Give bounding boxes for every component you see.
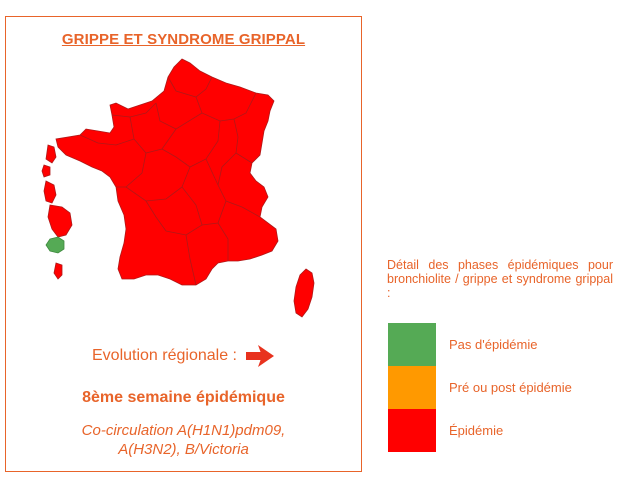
legend-swatch [388,409,436,452]
legend-item-epidemic: Épidémie [388,409,628,452]
legend-title: Détail des phases épidémiques pour bronc… [387,258,613,300]
week-text: 8ème semaine épidémique [82,389,285,406]
region-metropole[interactable] [55,58,279,286]
legend-label: Pas d'épidémie [449,337,538,352]
region-guadeloupe[interactable] [41,144,57,178]
legend-item-no-epidemic: Pas d'épidémie [388,323,628,366]
bulletin-panel: GRIPPE ET SYNDROME GRIPPAL [5,16,362,472]
region-reunion[interactable] [45,236,65,254]
france-map [41,58,315,318]
cocirculation-text: Co-circulation A(H1N1)pdm09, A(H3N2), B/… [6,421,361,459]
cocirculation-line2: A(H3N2), B/Victoria [118,441,249,458]
cocirculation-line1: Co-circulation A(H1N1)pdm09, [81,422,286,439]
legend-swatch [388,366,436,409]
legend-item-pre-post-epidemic: Pré ou post épidémie [388,366,628,409]
panel-title: GRIPPE ET SYNDROME GRIPPAL [61,31,306,48]
region-corse[interactable] [293,268,315,318]
region-mayotte[interactable] [53,262,63,280]
evolution-label: Evolution régionale : [92,347,237,364]
legend-label: Pré ou post épidémie [449,380,572,395]
legend-label: Épidémie [449,423,504,438]
arrow-right-icon [245,345,274,367]
region-borders [79,76,261,286]
legend-swatch [388,323,436,366]
region-martinique[interactable] [43,180,57,204]
evolution-row: Evolution régionale : [6,345,361,367]
region-guyane[interactable] [47,204,73,238]
